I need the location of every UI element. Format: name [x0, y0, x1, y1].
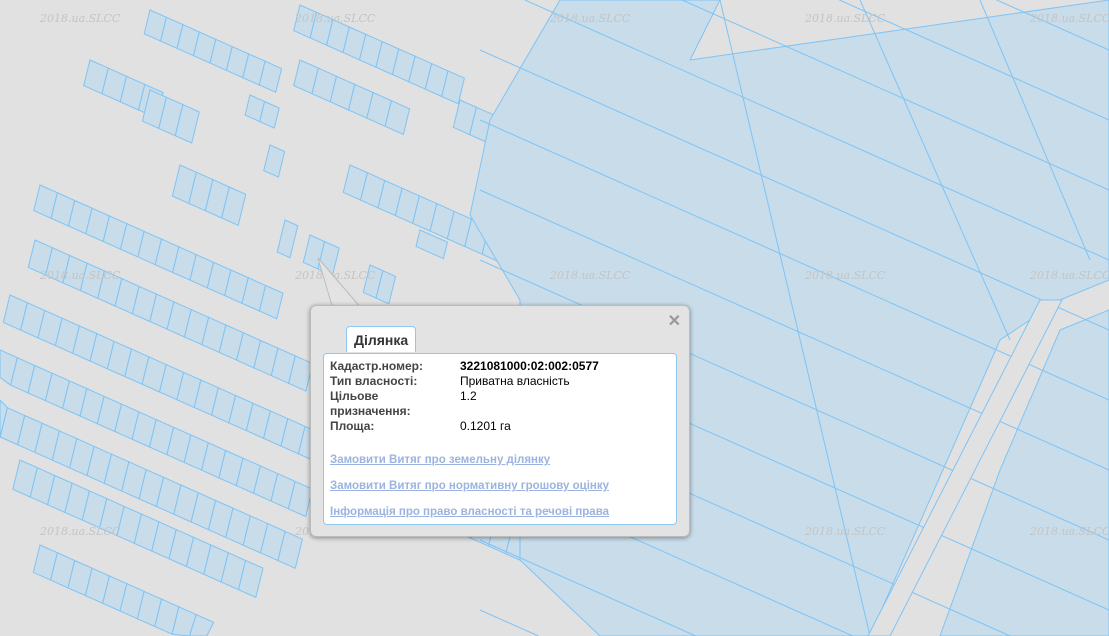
parcel[interactable] — [188, 613, 215, 636]
parcel[interactable] — [415, 229, 448, 260]
field-area: Площа: 0.1201 га — [330, 419, 676, 434]
parcel[interactable] — [221, 186, 247, 226]
parcel[interactable] — [171, 606, 197, 636]
watermark: 2018.ua.SLCC — [40, 12, 121, 25]
field-boundary — [479, 189, 1109, 471]
watermark: 2018.ua.SLCC — [1030, 269, 1109, 282]
field-boundary — [479, 119, 1109, 401]
parcel[interactable] — [277, 530, 303, 569]
field-cadastral-number: Кадастр.номер: 3221081000:02:002:0577 — [330, 359, 676, 374]
parcel[interactable] — [276, 219, 299, 259]
field-label: Площа: — [330, 419, 375, 433]
parcel[interactable] — [441, 70, 465, 105]
field-label: Цільове призначення: — [330, 389, 411, 418]
field-boundary — [719, 0, 871, 636]
tab-parcel[interactable]: Ділянка — [346, 326, 417, 352]
parcel[interactable] — [258, 284, 284, 320]
field-boundary — [479, 539, 696, 636]
field-boundary — [839, 0, 1109, 121]
watermark: 2018.ua.SLCC — [805, 525, 886, 538]
order-valuation-extract-link[interactable]: Замовити Витяг про нормативну грошову оц… — [330, 480, 610, 492]
field-boundary — [996, 0, 1109, 51]
parcel[interactable] — [288, 355, 314, 392]
parcel[interactable] — [375, 269, 397, 305]
parcel[interactable] — [174, 103, 200, 144]
watermark: 2018.ua.SLCC — [805, 12, 886, 25]
field-boundary — [479, 49, 1109, 331]
field-value: 0.1201 га — [460, 419, 511, 433]
field-boundary — [524, 0, 1109, 261]
field-label: Кадастр.номер: — [330, 359, 423, 373]
field-value: 3221081000:02:002:0577 — [460, 359, 599, 373]
close-icon[interactable]: ✕ — [667, 313, 681, 330]
field-ownership-type: Тип власності: Приватна власність — [330, 374, 676, 389]
watermark: 2018.ua.SLCC — [40, 269, 121, 282]
road — [867, 299, 1063, 636]
field-boundary — [681, 0, 1109, 191]
watermark: 2018.ua.SLCC — [40, 525, 121, 538]
field-boundary — [979, 0, 1091, 261]
parcel[interactable] — [259, 100, 280, 129]
parcel[interactable] — [263, 144, 286, 178]
watermark: 2018.ua.SLCC — [550, 12, 631, 25]
field-purpose: Цільове призначення: 1.2 — [330, 389, 676, 419]
parcel[interactable] — [258, 60, 283, 93]
watermark: 2018.ua.SLCC — [550, 269, 631, 282]
watermark: 2018.ua.SLCC — [295, 12, 376, 25]
ownership-rights-info-link[interactable]: Інформація про право власності та речові… — [330, 506, 610, 518]
field-boundary — [479, 609, 539, 636]
parcel[interactable] — [287, 480, 313, 518]
order-parcel-extract-link[interactable]: Замовити Витяг про земельну ділянку — [330, 454, 551, 466]
field-boundary — [859, 0, 1011, 341]
field-value: Приватна власність — [460, 374, 570, 388]
agricultural-fields[interactable] — [939, 309, 1109, 636]
watermark: 2018.ua.SLCC — [805, 269, 886, 282]
field-value: 1.2 — [460, 389, 477, 403]
parcel-info-popup: ✕ Ділянка Кадастр.номер: 3221081000:02:00… — [310, 305, 690, 537]
watermark: 2018.ua.SLCC — [295, 269, 376, 282]
parcel[interactable] — [237, 559, 264, 599]
watermark: 2018.ua.SLCC — [1030, 12, 1109, 25]
parcel[interactable] — [384, 100, 411, 136]
watermark: 2018.ua.SLCC — [1030, 525, 1109, 538]
parcel-info-panel: Кадастр.номер: 3221081000:02:002:0577 Тип… — [323, 353, 677, 525]
field-label: Тип власності: — [330, 374, 418, 388]
